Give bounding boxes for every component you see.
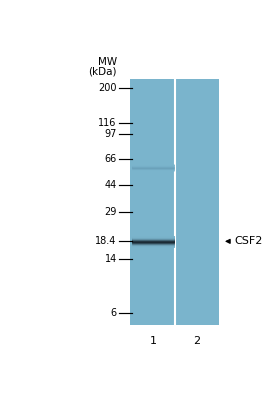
Text: 29: 29 [104, 207, 117, 217]
Text: CSF2: CSF2 [235, 236, 263, 246]
Text: 2: 2 [193, 336, 200, 346]
Bar [130, 79, 220, 325]
Text: 1: 1 [150, 336, 157, 346]
Text: 116: 116 [99, 118, 117, 128]
Text: (kDa): (kDa) [88, 66, 117, 76]
Text: 18.4: 18.4 [95, 236, 117, 246]
Text: 6: 6 [111, 308, 117, 318]
Text: 14: 14 [104, 254, 117, 264]
Text: 200: 200 [98, 83, 117, 93]
Text: 66: 66 [104, 154, 117, 164]
Text: 44: 44 [104, 180, 117, 190]
Text: MW: MW [98, 57, 117, 67]
Text: 97: 97 [104, 129, 117, 139]
